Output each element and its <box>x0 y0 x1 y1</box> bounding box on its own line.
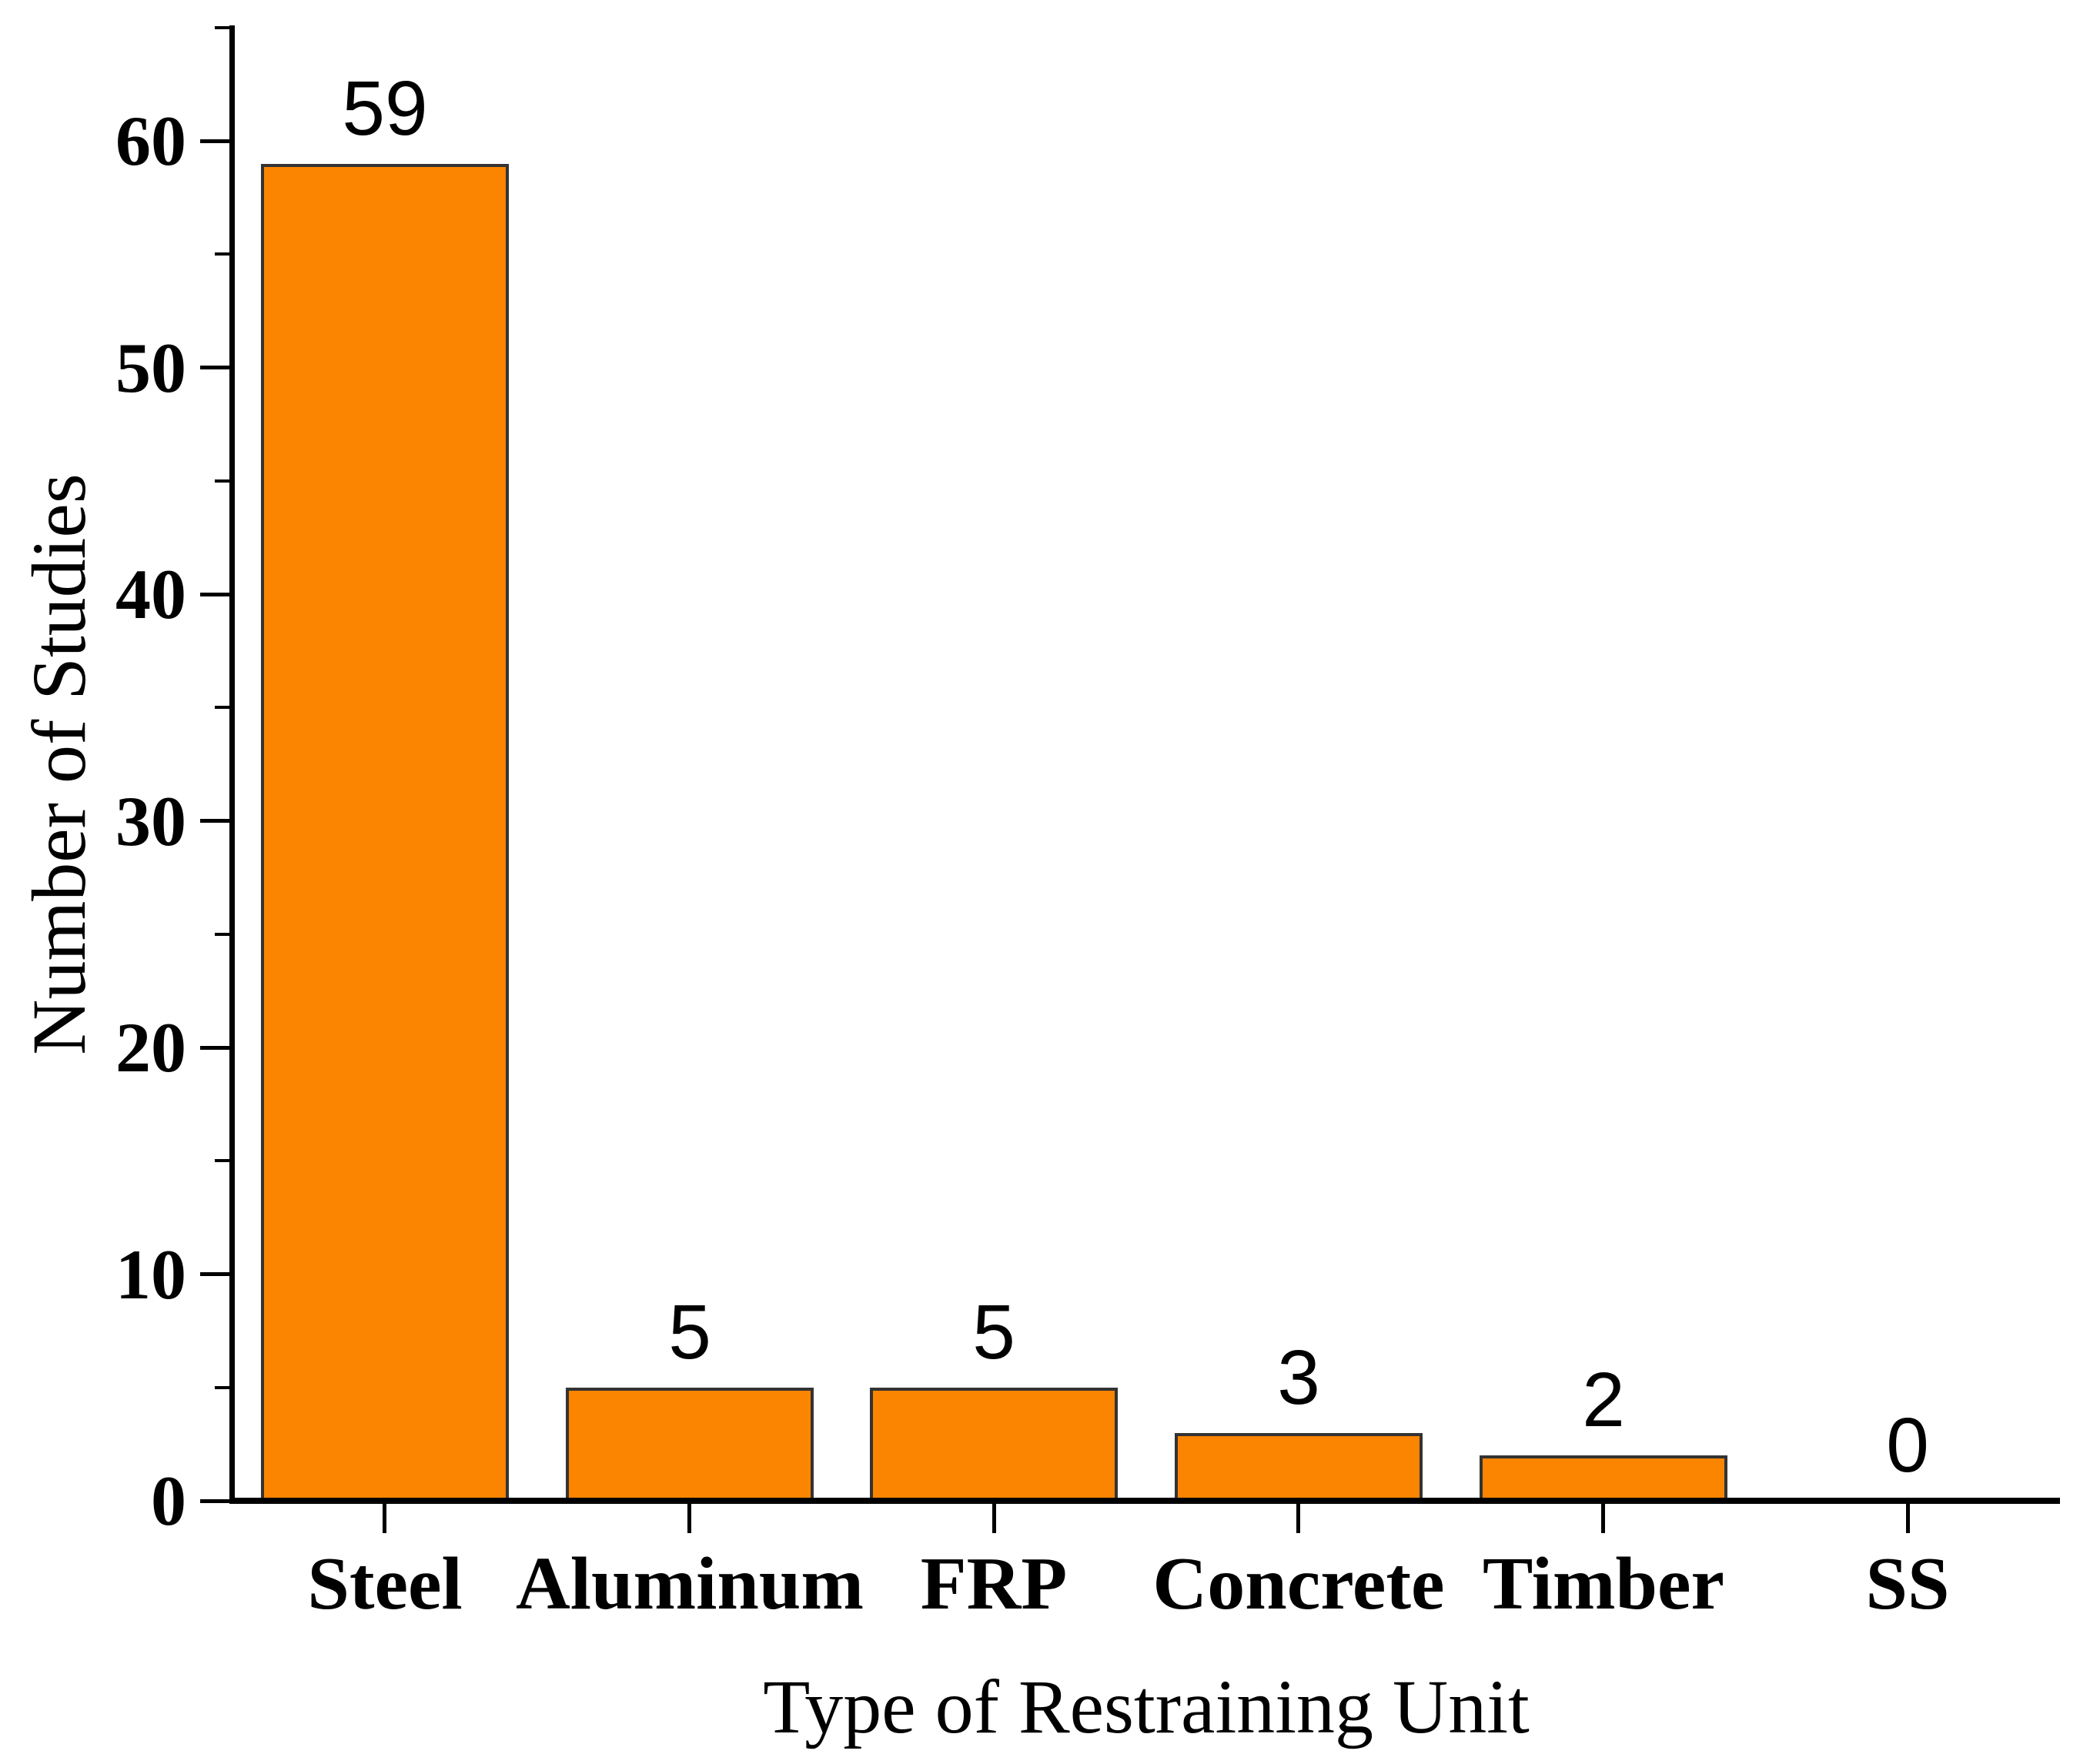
value-label-steel: 59 <box>342 65 428 152</box>
y-tick-label-0: 0 <box>151 1462 186 1540</box>
x-tick-frp <box>992 1504 996 1533</box>
x-tick-steel <box>383 1504 386 1533</box>
x-tick-aluminum <box>687 1504 691 1533</box>
category-label-steel: Steel <box>307 1542 463 1625</box>
x-tick-concrete <box>1296 1504 1300 1533</box>
y-tick-label-40: 40 <box>115 555 186 633</box>
x-axis-title: Type of Restraining Unit <box>763 1664 1530 1749</box>
category-label-aluminum: Aluminum <box>515 1542 864 1625</box>
bar-concrete <box>1175 1433 1423 1504</box>
y-minor-tick-5 <box>215 1386 229 1389</box>
y-minor-tick-45 <box>215 479 229 483</box>
value-label-aluminum: 5 <box>668 1289 711 1375</box>
category-label-timber: Timber <box>1483 1542 1724 1625</box>
value-label-timber: 2 <box>1582 1357 1625 1443</box>
category-label-frp: FRP <box>920 1542 1068 1625</box>
y-major-tick-40 <box>200 593 229 596</box>
y-axis-line <box>229 25 235 1504</box>
value-label-concrete: 3 <box>1277 1335 1320 1421</box>
y-tick-label-50: 50 <box>115 329 186 407</box>
y-major-tick-0 <box>200 1499 229 1503</box>
y-minor-tick-35 <box>215 706 229 709</box>
y-major-tick-20 <box>200 1046 229 1050</box>
category-label-concrete: Concrete <box>1152 1542 1445 1625</box>
y-major-tick-60 <box>200 139 229 143</box>
x-tick-ss <box>1906 1504 1910 1533</box>
bar-frp <box>870 1388 1118 1504</box>
y-minor-tick-55 <box>215 252 229 256</box>
y-minor-tick-15 <box>215 1159 229 1162</box>
y-tick-label-30: 30 <box>115 782 186 860</box>
y-major-tick-50 <box>200 366 229 369</box>
y-tick-label-60: 60 <box>115 102 186 180</box>
y-minor-tick-65 <box>215 26 229 29</box>
bar-steel <box>261 164 509 1504</box>
value-label-frp: 5 <box>972 1289 1015 1375</box>
y-axis-title: Number of Studies <box>16 473 102 1055</box>
x-axis-line <box>229 1498 2060 1504</box>
y-minor-tick-25 <box>215 933 229 936</box>
bar-aluminum <box>566 1388 814 1504</box>
y-major-tick-10 <box>200 1272 229 1276</box>
y-tick-label-10: 10 <box>115 1235 186 1314</box>
bar-timber <box>1480 1455 1727 1504</box>
x-tick-timber <box>1601 1504 1605 1533</box>
category-label-ss: SS <box>1865 1542 1950 1625</box>
y-tick-label-20: 20 <box>115 1008 186 1087</box>
y-major-tick-30 <box>200 819 229 823</box>
value-label-ss: 0 <box>1886 1402 1929 1488</box>
